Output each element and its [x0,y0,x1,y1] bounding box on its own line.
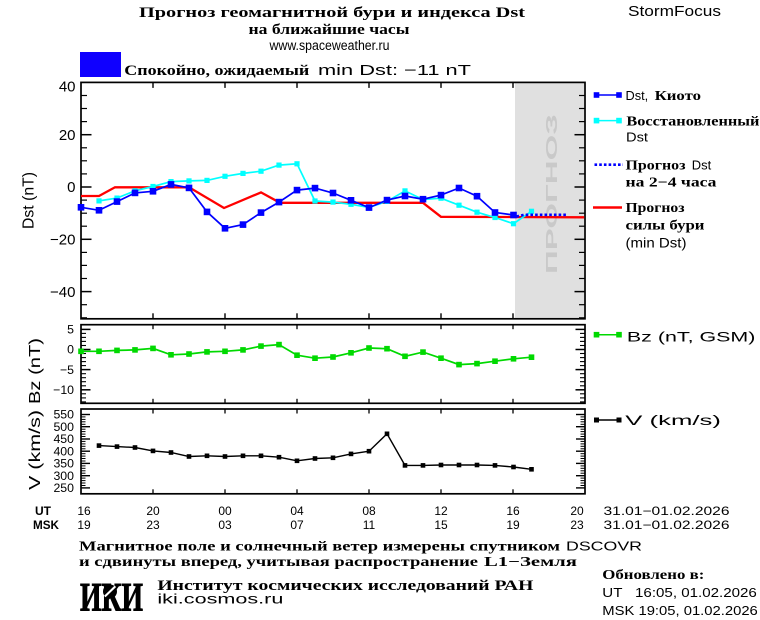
svg-text:16: 16 [506,504,520,518]
svg-text:Bz (nT, GSM): Bz (nT, GSM) [627,329,756,345]
svg-text:Спокойно, ожидаемый: Спокойно, ожидаемый [124,63,309,79]
svg-text:Прогноз: Прогноз [626,157,687,172]
svg-text:16: 16 [77,504,91,518]
svg-text:ПРОГНОЗ: ПРОГНОЗ [544,114,561,274]
svg-text:iki.cosmos.ru: iki.cosmos.ru [157,592,283,607]
svg-text:UT 16:05, 01.02.2026: UT 16:05, 01.02.2026 [602,585,757,600]
svg-text:−20: −20 [50,232,75,249]
svg-text:00: 00 [218,504,232,518]
svg-text:Dst: Dst [692,157,712,172]
svg-text:04: 04 [290,504,304,518]
svg-text:20: 20 [146,504,160,518]
svg-text:−5: −5 [60,363,74,377]
svg-text:Dst,: Dst, [626,88,649,103]
svg-text:23: 23 [146,518,160,532]
svg-text:40: 40 [59,78,76,95]
svg-text:Dst (nT): Dst (nT) [21,172,38,229]
svg-text:www.spaceweather.ru: www.spaceweather.ru [269,38,390,53]
svg-text:MSK: MSK [33,518,59,532]
svg-text:0: 0 [67,343,74,357]
svg-text:StormFocus: StormFocus [628,3,721,20]
svg-text:Bz (nT): Bz (nT) [27,338,44,404]
svg-text:550: 550 [53,408,74,422]
svg-text:min Dst: −11 nT: min Dst: −11 nT [318,63,471,79]
svg-text:15: 15 [434,518,448,532]
svg-text:и сдвинуты вперед, учитывая ра: и сдвинуты вперед, учитывая распростране… [79,554,478,569]
svg-text:250: 250 [53,481,74,495]
svg-text:L1−Земля: L1−Земля [484,554,577,569]
svg-text:Киото: Киото [655,88,702,103]
svg-text:UT: UT [35,504,52,518]
svg-text:MSK 19:05, 01.02.2026: MSK 19:05, 01.02.2026 [602,603,758,618]
svg-text:Dst: Dst [626,129,648,144]
svg-text:Обновлено в:: Обновлено в: [602,567,704,582]
svg-text:Магнитное поле и солнечный вет: Магнитное поле и солнечный ветер измерен… [79,539,560,554]
svg-text:300: 300 [53,469,74,483]
svg-text:Прогноз геомагнитной бури и ин: Прогноз геомагнитной бури и индекса Dst [139,5,525,21]
svg-text:07: 07 [290,518,304,532]
svg-text:08: 08 [362,504,376,518]
svg-text:19: 19 [77,518,91,532]
svg-text:V (km/s): V (km/s) [625,412,721,428]
svg-text:Институт космических исследова: Институт космических исследований РАН [157,578,534,594]
svg-text:350: 350 [53,457,74,471]
svg-text:Восстановленный: Восстановленный [626,113,759,128]
svg-text:0: 0 [67,179,75,196]
svg-text:на ближайшие часы: на ближайшие часы [249,22,410,38]
svg-text:−40: −40 [50,284,75,301]
svg-text:31.01−01.02.2026: 31.01−01.02.2026 [604,518,730,532]
svg-text:V (km/s): V (km/s) [27,410,44,490]
svg-text:500: 500 [53,420,74,434]
svg-text:(min Dst): (min Dst) [626,234,687,250]
svg-text:5: 5 [67,323,74,337]
svg-text:03: 03 [218,518,232,532]
svg-text:20: 20 [59,127,76,144]
svg-text:23: 23 [570,518,584,532]
svg-text:на 2−4 часа: на 2−4 часа [626,174,717,189]
svg-text:450: 450 [53,432,74,446]
svg-text:20: 20 [570,504,584,518]
svg-text:12: 12 [434,504,448,518]
svg-text:11: 11 [363,518,376,532]
svg-text:−10: −10 [53,383,74,397]
svg-text:Прогноз: Прогноз [626,200,686,215]
svg-text:400: 400 [53,444,74,458]
svg-text:силы бури: силы бури [626,218,705,233]
svg-text:19: 19 [506,518,520,532]
svg-text:31.01−01.02.2026: 31.01−01.02.2026 [604,504,730,518]
svg-text:DSCOVR: DSCOVR [566,539,642,554]
